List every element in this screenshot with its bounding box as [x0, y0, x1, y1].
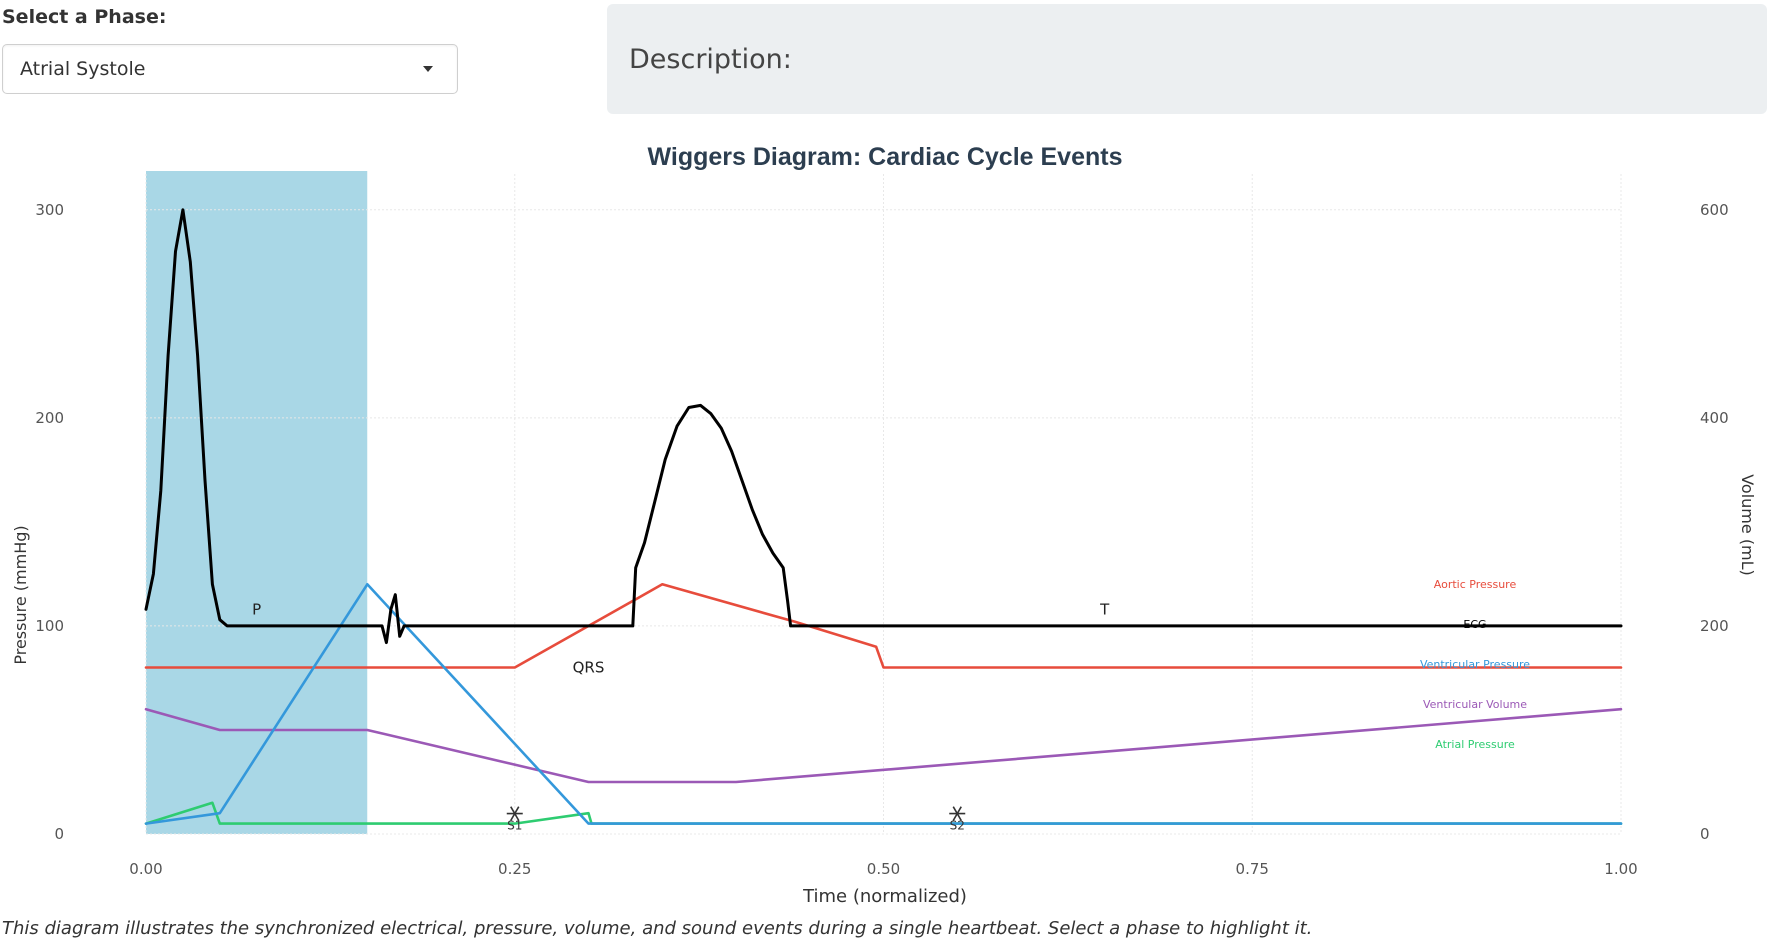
- x-tick-label: 1.00: [1604, 860, 1637, 878]
- caret-down-icon: [423, 66, 433, 72]
- x-tick-label: 0.50: [867, 860, 900, 878]
- y2-tick-label: 600: [1700, 201, 1729, 219]
- highlight-band: [146, 171, 368, 834]
- annotation-label: S1: [507, 819, 522, 833]
- legend-label: Ventricular Pressure: [1420, 658, 1530, 671]
- y-tick-label: 200: [35, 409, 64, 427]
- legend-label: ECG: [1463, 618, 1486, 631]
- series-line-ventricular-volume: [144, 707, 1623, 784]
- wiggers-chart: Wiggers Diagram: Cardiac Cycle Events 0.…: [11, 143, 1757, 907]
- y-tick-label: 0: [54, 825, 64, 843]
- annotation-label: S2: [950, 819, 965, 833]
- description-panel: Description:: [607, 4, 1767, 114]
- phase-select[interactable]: Atrial Systole: [2, 44, 458, 94]
- x-tick-label: 0.75: [1236, 860, 1269, 878]
- chart-caption: This diagram illustrates the synchronize…: [2, 918, 1313, 939]
- annotations: P QRS T S1 S2: [252, 600, 1110, 832]
- sound-marker: [510, 806, 520, 821]
- axis-ticks: 0.00 0.25 0.50 0.75 1.00 0 100 200 300 0 200 400 600: [35, 201, 1728, 878]
- y2-tick-label: 200: [1700, 617, 1729, 635]
- y-tick-label: 100: [35, 617, 64, 635]
- phase-select-value: Atrial Systole: [20, 58, 146, 80]
- annotation-label: T: [1099, 600, 1110, 618]
- x-axis-label: Time (normalized): [802, 886, 967, 907]
- series-legend: Aortic Pressure ECG Ventricular Pressure Ve…: [1420, 578, 1530, 751]
- y-tick-label: 300: [35, 201, 64, 219]
- annotation-label: QRS: [573, 659, 605, 677]
- legend-label: Atrial Pressure: [1435, 738, 1515, 751]
- grid-lines: [145, 174, 1622, 835]
- legend-label: Aortic Pressure: [1434, 578, 1517, 591]
- chart-title: Wiggers Diagram: Cardiac Cycle Events: [648, 143, 1123, 171]
- y2-tick-label: 400: [1700, 409, 1729, 427]
- sound-marker: [952, 806, 962, 821]
- x-tick-label: 0.00: [129, 860, 162, 878]
- y2-axis-label: Volume (mL): [1738, 474, 1757, 576]
- y-axis-label: Pressure (mmHg): [11, 525, 30, 664]
- annotation-label: P: [252, 600, 261, 618]
- phase-highlight: [146, 171, 368, 834]
- legend-label: Ventricular Volume: [1423, 698, 1527, 711]
- series-line-ventricular-pressure: [144, 583, 1623, 825]
- x-tick-label: 0.25: [498, 860, 531, 878]
- y2-tick-label: 0: [1700, 825, 1710, 843]
- series-line-ecg: [144, 208, 1623, 645]
- phase-select-label: Select a Phase:: [2, 6, 167, 28]
- series-lines: [144, 208, 1623, 825]
- description-title: Description:: [629, 44, 792, 75]
- series-line-aortic: [144, 583, 1623, 669]
